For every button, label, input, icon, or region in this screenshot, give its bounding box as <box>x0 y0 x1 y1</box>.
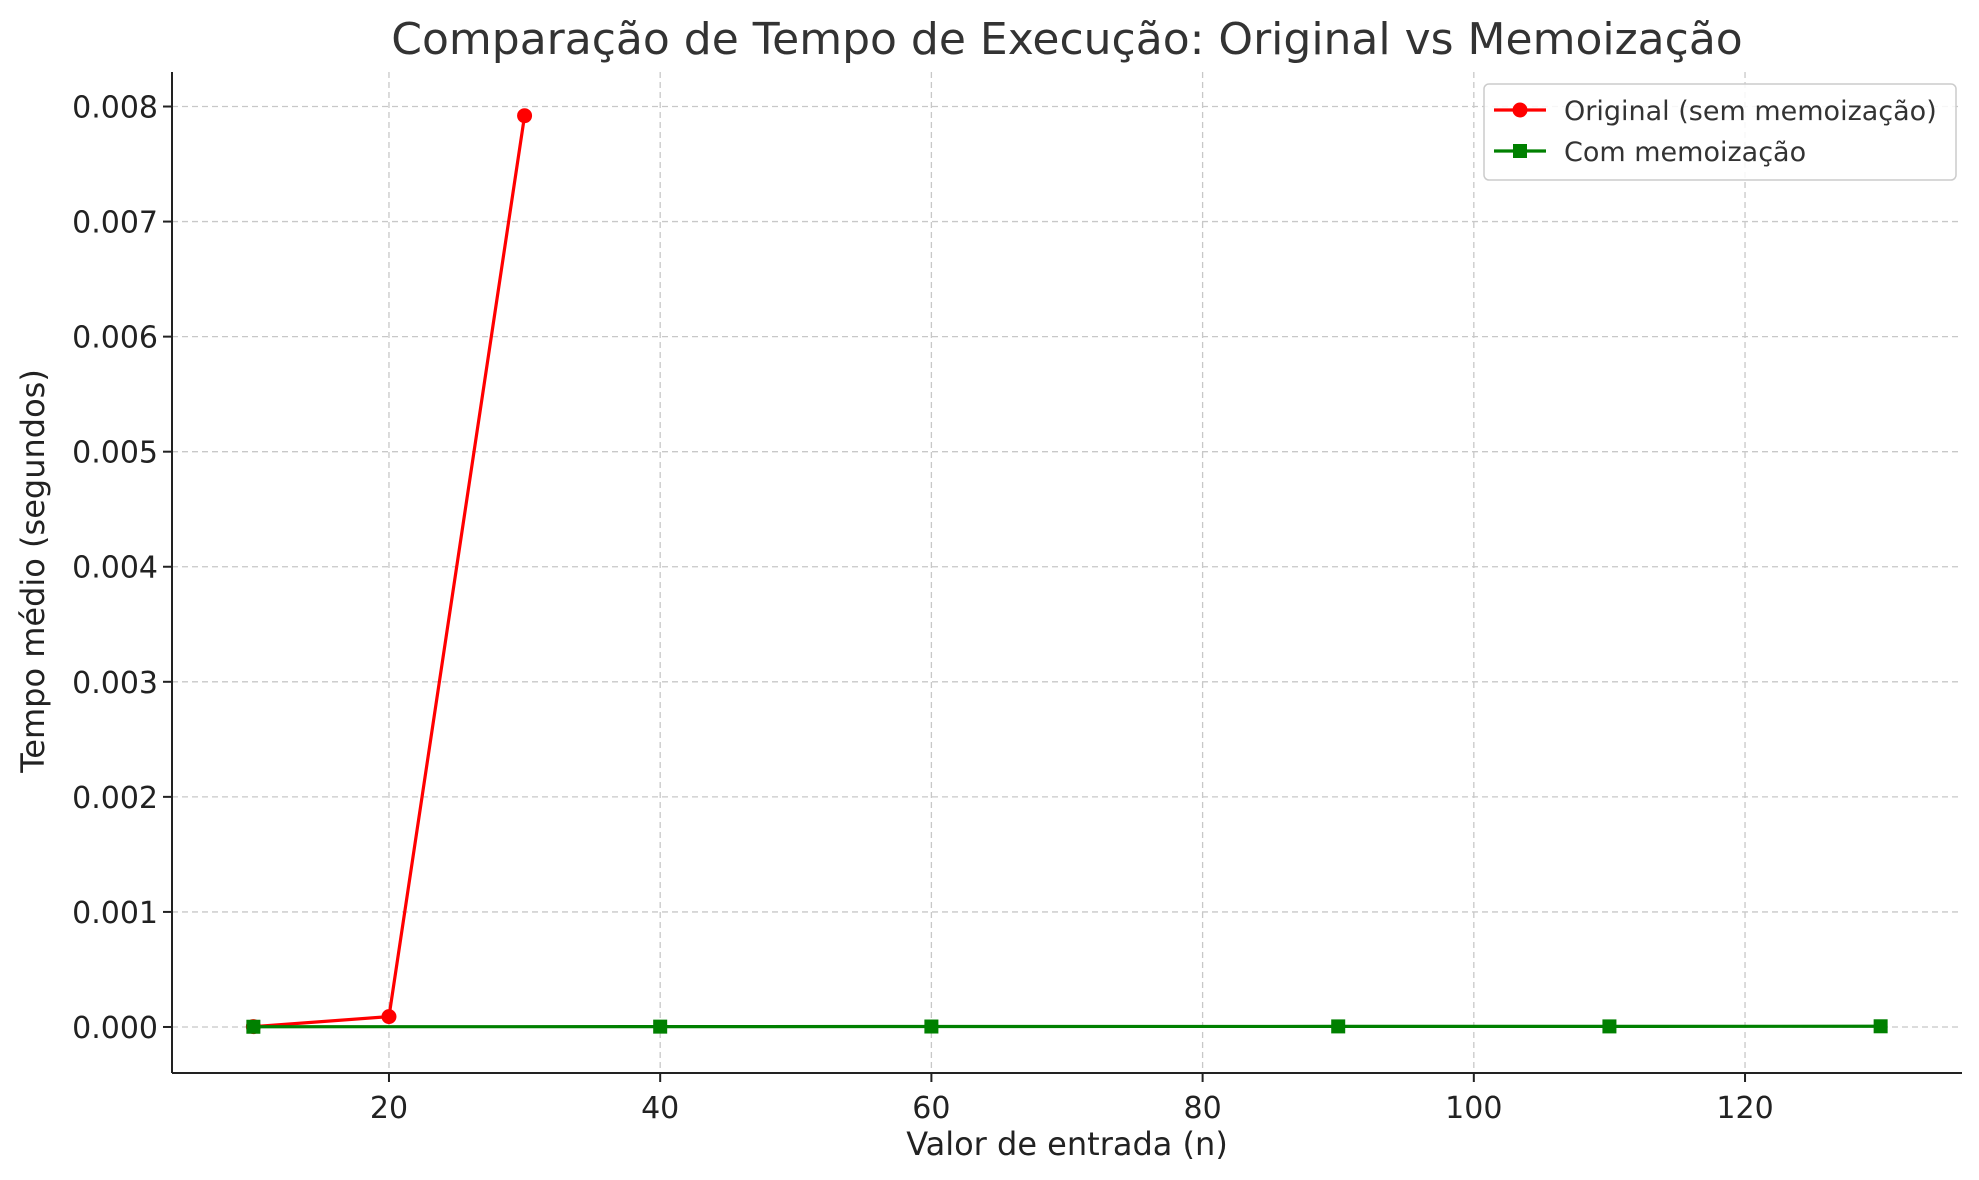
y-tick-label: 0.007 <box>72 206 158 241</box>
data-point <box>246 1019 261 1034</box>
data-point <box>1873 1019 1888 1034</box>
legend-item[interactable]: Original (sem memoização) <box>1494 96 1937 127</box>
y-tick-label: 0.005 <box>72 436 158 471</box>
y-tick-label: 0.004 <box>72 551 158 586</box>
x-axis-ticks: 20 40 60 80 100 120 <box>370 1073 1774 1126</box>
series-layer <box>245 108 1888 1035</box>
y-tick-label: 0.001 <box>72 896 158 931</box>
y-tick-label: 0.008 <box>72 91 158 126</box>
data-point <box>381 1009 397 1025</box>
legend[interactable]: Original (sem memoização) Com memoização <box>1483 83 1957 181</box>
y-axis-ticks: 0.000 0.001 0.002 0.003 0.004 0.005 0.006 0.007… <box>72 91 172 1046</box>
legend-item[interactable]: Com memoização <box>1494 137 1806 168</box>
x-axis-label: Valor de entrada (n) <box>906 1125 1228 1163</box>
axes-spines <box>171 72 1962 1074</box>
series-2 <box>246 1019 1888 1034</box>
x-tick-label: 40 <box>641 1091 679 1126</box>
y-tick-label: 0.000 <box>72 1011 158 1046</box>
legend-marker <box>1512 102 1528 118</box>
x-tick-label: 60 <box>912 1091 950 1126</box>
x-tick-label: 80 <box>1184 1091 1222 1126</box>
x-tick-label: 100 <box>1445 1091 1502 1126</box>
y-tick-label: 0.002 <box>72 781 158 816</box>
legend-frame <box>1483 83 1957 181</box>
data-point <box>653 1019 668 1034</box>
y-tick-label: 0.003 <box>72 666 158 701</box>
data-point <box>1331 1019 1346 1034</box>
x-tick-label: 120 <box>1716 1091 1773 1126</box>
y-tick-label: 0.006 <box>72 321 158 356</box>
legend-label: Original (sem memoização) <box>1564 96 1937 127</box>
y-axis-label: Tempo médio (segundos) <box>14 369 52 774</box>
data-point <box>1602 1019 1617 1034</box>
x-tick-label: 20 <box>370 1091 408 1126</box>
legend-label: Com memoização <box>1564 137 1806 168</box>
data-point <box>517 108 533 124</box>
legend-marker <box>1513 144 1527 158</box>
chart-title: Comparação de Tempo de Execução: Origina… <box>391 14 1742 65</box>
data-point <box>924 1019 939 1034</box>
grid-lines <box>172 72 1962 1073</box>
